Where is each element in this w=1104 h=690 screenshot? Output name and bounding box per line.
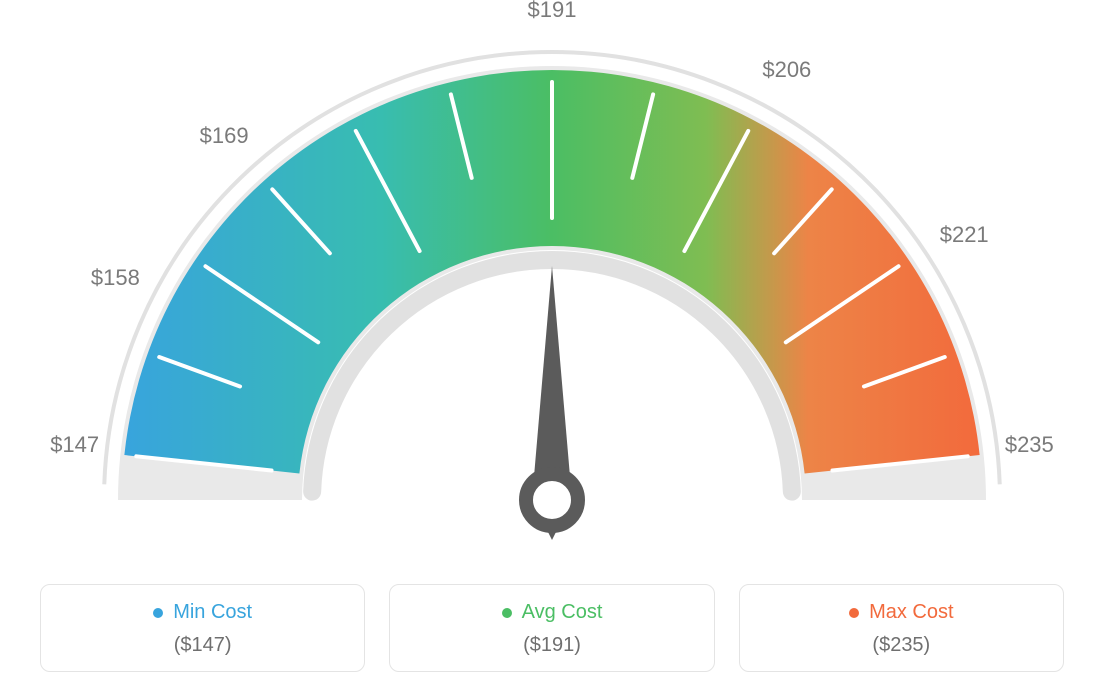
legend-row: Min Cost ($147) Avg Cost ($191) Max Cost… (0, 584, 1104, 672)
gauge-tick-label: $206 (762, 57, 811, 83)
gauge-tick-label: $235 (1005, 432, 1054, 458)
legend-title-max: Max Cost (849, 601, 953, 624)
legend-dot-min (153, 608, 163, 618)
legend-dot-avg (502, 608, 512, 618)
gauge-tick-label: $147 (50, 432, 99, 458)
gauge-tick-label: $191 (528, 0, 577, 23)
gauge-tick-label: $169 (200, 123, 249, 149)
gauge-svg (0, 0, 1104, 560)
legend-label-min: Min Cost (173, 601, 252, 624)
legend-card-avg: Avg Cost ($191) (389, 584, 714, 672)
legend-card-max: Max Cost ($235) (739, 584, 1064, 672)
legend-value-min: ($147) (51, 634, 354, 657)
gauge-area: $147 $158 $169 $191 $206 $221 $235 (0, 0, 1104, 560)
legend-dot-max (849, 608, 859, 618)
legend-title-avg: Avg Cost (502, 601, 603, 624)
legend-value-avg: ($191) (400, 634, 703, 657)
legend-card-min: Min Cost ($147) (40, 584, 365, 672)
legend-label-avg: Avg Cost (522, 601, 603, 624)
legend-value-max: ($235) (750, 634, 1053, 657)
gauge-tick-label: $221 (940, 222, 989, 248)
gauge-tick-label: $158 (91, 265, 140, 291)
legend-title-min: Min Cost (153, 601, 252, 624)
legend-label-max: Max Cost (869, 601, 953, 624)
cost-gauge-chart: $147 $158 $169 $191 $206 $221 $235 Min Cost ($… (0, 0, 1104, 690)
